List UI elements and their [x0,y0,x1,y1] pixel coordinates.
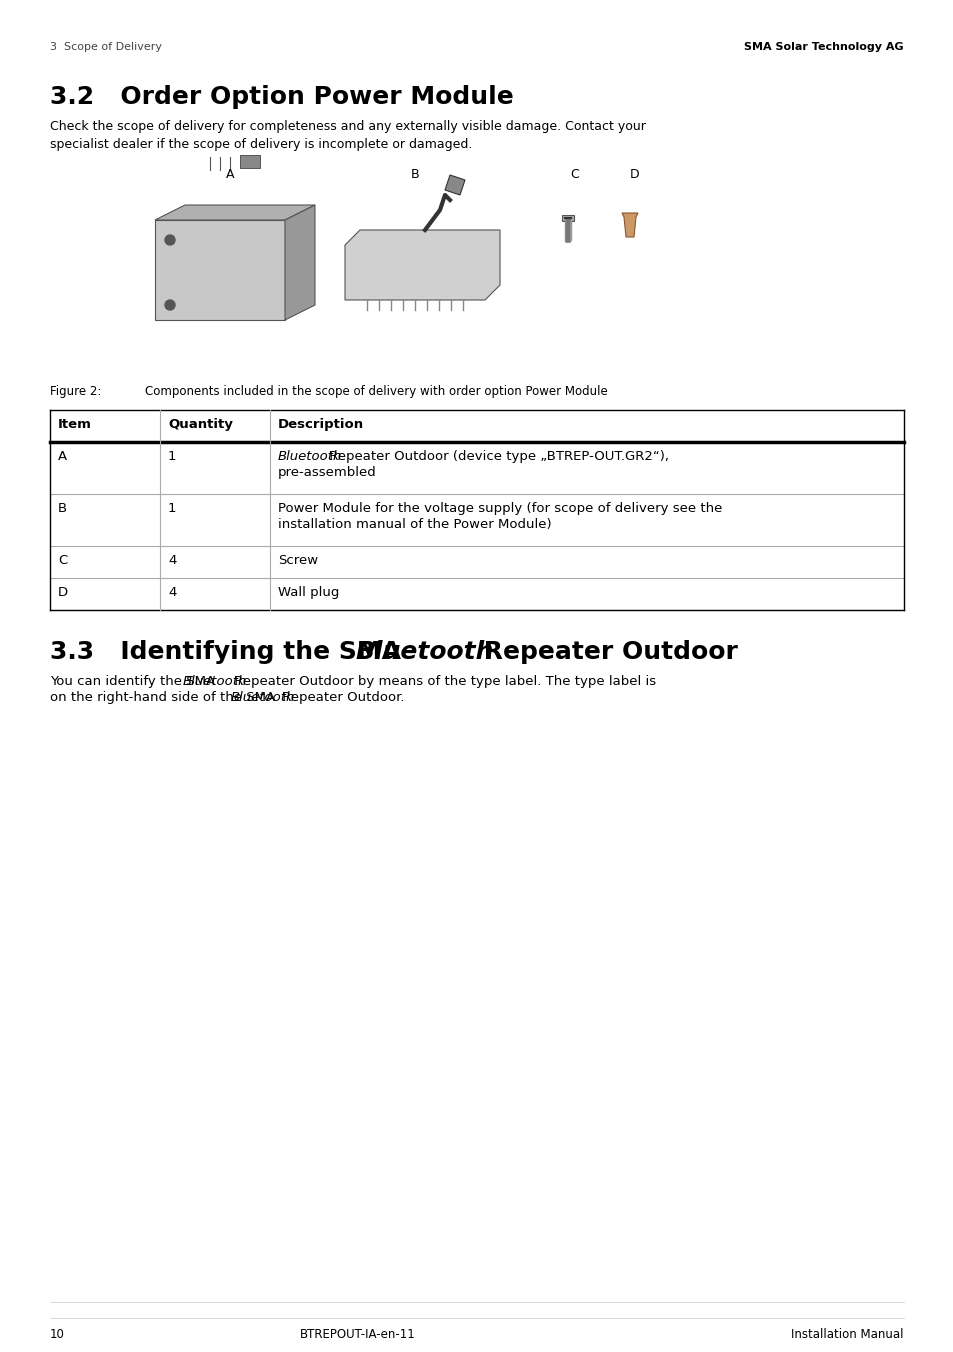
Text: installation manual of the Power Module): installation manual of the Power Module) [277,518,551,531]
Text: Item: Item [58,418,91,431]
Text: SMA Solar Technology AG: SMA Solar Technology AG [743,42,903,51]
Text: Repeater Outdoor by means of the type label. The type label is: Repeater Outdoor by means of the type la… [230,675,656,688]
Text: Figure 2:: Figure 2: [50,385,101,397]
Text: Wall plug: Wall plug [277,585,339,599]
Text: 4: 4 [168,585,176,599]
Text: Description: Description [277,418,364,431]
Text: D: D [630,168,639,181]
Text: BTREPOUT-IA-en-11: BTREPOUT-IA-en-11 [299,1328,416,1341]
Text: Bluetooth: Bluetooth [355,639,493,664]
Text: B: B [410,168,419,181]
Polygon shape [154,206,314,220]
Text: Check the scope of delivery for completeness and any externally visible damage. : Check the scope of delivery for complete… [50,120,645,151]
Text: Installation Manual: Installation Manual [791,1328,903,1341]
Text: 3.2   Order Option Power Module: 3.2 Order Option Power Module [50,85,514,110]
Text: Screw: Screw [277,554,317,566]
Circle shape [165,235,174,245]
Text: Bluetooth: Bluetooth [277,450,342,462]
Text: C: C [570,168,578,181]
Text: Components included in the scope of delivery with order option Power Module: Components included in the scope of deli… [145,385,607,397]
Text: 1: 1 [168,502,176,515]
Polygon shape [621,214,638,237]
Text: A: A [226,168,234,181]
Text: Repeater Outdoor: Repeater Outdoor [475,639,737,664]
Text: B: B [58,502,67,515]
Text: Power Module for the voltage supply (for scope of delivery see the: Power Module for the voltage supply (for… [277,502,721,515]
Text: D: D [58,585,68,599]
Text: on the right-hand side of the SMA: on the right-hand side of the SMA [50,691,279,704]
Text: 10: 10 [50,1328,65,1341]
Text: Repeater Outdoor.: Repeater Outdoor. [277,691,404,704]
Text: A: A [58,450,67,462]
Text: Bluetooth: Bluetooth [182,675,247,688]
Text: Bluetooth: Bluetooth [230,691,294,704]
Polygon shape [444,174,464,195]
Text: Repeater Outdoor (device type „BTREP-OUT.GR2“),: Repeater Outdoor (device type „BTREP-OUT… [324,450,668,462]
Text: You can identify the SMA: You can identify the SMA [50,675,219,688]
Text: 4: 4 [168,554,176,566]
Text: 3  Scope of Delivery: 3 Scope of Delivery [50,42,162,51]
Text: Quantity: Quantity [168,418,233,431]
Circle shape [165,300,174,310]
Text: 1: 1 [168,450,176,462]
Polygon shape [285,206,314,320]
Polygon shape [561,215,574,220]
Polygon shape [345,230,499,300]
Polygon shape [154,220,285,320]
Text: pre-assembled: pre-assembled [277,466,376,479]
Polygon shape [240,155,260,168]
Text: C: C [58,554,67,566]
Text: 3.3   Identifying the SMA: 3.3 Identifying the SMA [50,639,410,664]
